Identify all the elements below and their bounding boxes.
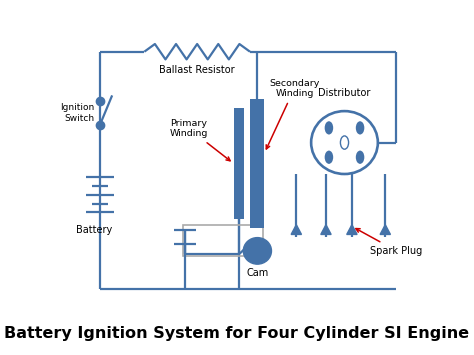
Text: Primary
Winding: Primary Winding (170, 119, 230, 161)
Ellipse shape (340, 136, 348, 149)
Text: Ignition
Switch: Ignition Switch (60, 103, 94, 122)
Circle shape (243, 237, 272, 264)
Circle shape (311, 111, 378, 174)
Text: Battery: Battery (76, 225, 112, 235)
Ellipse shape (325, 121, 333, 135)
Text: Ballast Resistor: Ballast Resistor (159, 65, 235, 75)
Text: Cam: Cam (246, 268, 268, 278)
Ellipse shape (356, 121, 365, 135)
Polygon shape (321, 225, 331, 234)
Text: Battery Ignition System for Four Cylinder SI Engine: Battery Ignition System for Four Cylinde… (4, 326, 470, 340)
Polygon shape (346, 225, 357, 234)
Polygon shape (380, 225, 391, 234)
Ellipse shape (325, 151, 333, 164)
Bar (183, 225, 263, 256)
Bar (250, 99, 264, 228)
Text: Spark Plug: Spark Plug (356, 229, 423, 256)
Ellipse shape (356, 151, 365, 164)
Bar (234, 108, 244, 219)
Text: Secondary
Winding: Secondary Winding (266, 79, 319, 149)
Polygon shape (291, 225, 301, 234)
Text: Distributor: Distributor (319, 88, 371, 98)
